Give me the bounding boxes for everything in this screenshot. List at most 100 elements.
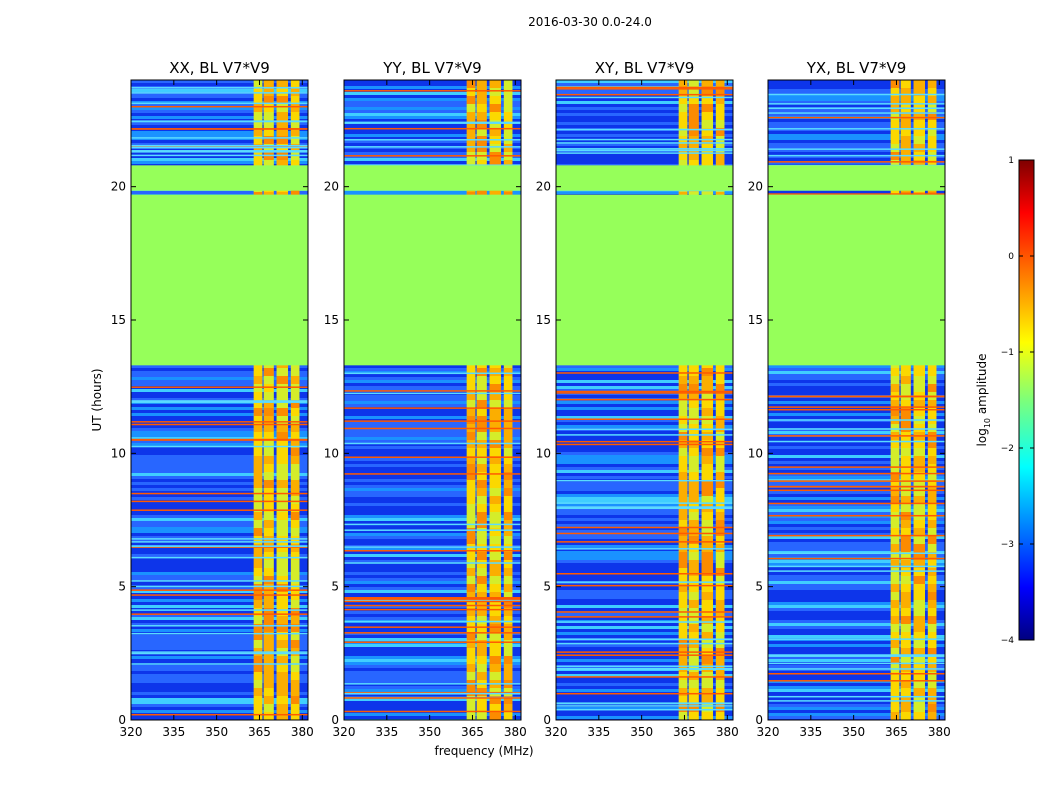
noise-row — [344, 527, 521, 530]
signal-cell — [927, 488, 937, 496]
noise-row — [768, 416, 945, 419]
noise-row — [556, 464, 733, 467]
signal-cell — [253, 576, 263, 584]
signal-cell — [678, 120, 688, 128]
signal-cell — [290, 96, 300, 104]
signal-cell — [503, 664, 513, 672]
signal-cell — [276, 544, 289, 552]
noise-row — [556, 629, 733, 632]
signal-cell — [715, 688, 725, 696]
rfi-line — [556, 705, 733, 707]
noise-row — [344, 158, 521, 161]
signal-cell — [715, 400, 725, 408]
noise-row — [131, 449, 308, 452]
noise-row — [344, 668, 521, 671]
signal-cell — [913, 496, 926, 504]
noise-row — [768, 389, 945, 392]
noise-row — [768, 461, 945, 464]
rfi-line — [344, 407, 521, 409]
noise-row — [131, 671, 308, 674]
signal-cell — [253, 560, 263, 568]
signal-cell — [263, 696, 274, 704]
noise-row — [344, 83, 521, 86]
signal-cell — [290, 512, 300, 520]
rfi-line — [768, 472, 945, 475]
noise-row — [344, 593, 521, 596]
noise-row — [344, 119, 521, 122]
signal-cell — [688, 480, 699, 488]
signal-cell — [276, 568, 289, 576]
noise-row — [768, 623, 945, 626]
signal-cell — [476, 536, 487, 544]
signal-cell — [276, 560, 289, 568]
signal-cell — [688, 520, 699, 528]
noise-row — [556, 380, 733, 383]
signal-cell — [900, 120, 911, 128]
signal-cell — [890, 456, 900, 464]
rfi-line — [131, 541, 308, 543]
noise-row — [556, 551, 733, 554]
signal-cell — [678, 464, 688, 472]
noise-row — [344, 131, 521, 134]
noise-row — [344, 491, 521, 494]
noise-row — [344, 401, 521, 404]
signal-cell — [701, 112, 714, 120]
signal-cell — [913, 696, 926, 704]
signal-cell — [688, 696, 699, 704]
signal-cell — [263, 504, 274, 512]
signal-cell — [276, 384, 289, 392]
noise-row — [556, 527, 733, 530]
signal-cell — [900, 464, 911, 472]
noise-row — [131, 95, 308, 98]
signal-cell — [913, 568, 926, 576]
signal-cell — [276, 112, 289, 120]
rfi-line — [768, 680, 945, 682]
signal-cell — [900, 616, 911, 624]
noise-row — [344, 587, 521, 590]
noise-row — [344, 578, 521, 581]
noise-row — [344, 113, 521, 116]
signal-cell — [890, 368, 900, 376]
y-tick-label: 15 — [536, 313, 551, 327]
signal-cell — [678, 672, 688, 680]
signal-cell — [900, 448, 911, 456]
signal-cell — [715, 536, 725, 544]
signal-cell — [890, 120, 900, 128]
signal-cell — [263, 576, 274, 584]
x-tick-label: 335 — [799, 725, 822, 739]
signal-cell — [276, 416, 289, 424]
noise-row — [556, 401, 733, 404]
noise-row — [344, 713, 521, 716]
signal-cell — [263, 112, 274, 120]
rfi-line — [131, 154, 308, 157]
signal-cell — [503, 600, 513, 608]
signal-cell — [913, 616, 926, 624]
panel-title: XX, BL V7*V9 — [169, 59, 270, 77]
signal-cell — [701, 712, 714, 720]
signal-cell — [678, 104, 688, 112]
noise-row — [344, 686, 521, 689]
signal-cell — [890, 424, 900, 432]
signal-cell — [701, 472, 714, 480]
signal-cell — [466, 144, 476, 152]
noise-row — [131, 497, 308, 500]
rfi-line — [131, 145, 308, 148]
rfi-line — [768, 154, 945, 157]
rfi-line — [768, 700, 945, 702]
signal-cell — [466, 472, 476, 480]
signal-cell — [476, 576, 487, 584]
signal-cell — [276, 80, 289, 88]
rfi-line — [131, 500, 308, 503]
signal-cell — [890, 96, 900, 104]
noise-row — [344, 86, 521, 89]
signal-cell — [489, 104, 502, 112]
noise-row — [768, 599, 945, 602]
signal-cell — [476, 96, 487, 104]
signal-cell — [701, 376, 714, 384]
signal-cell — [678, 680, 688, 688]
signal-cell — [688, 512, 699, 520]
noise-row — [556, 515, 733, 518]
signal-cell — [466, 576, 476, 584]
y-tick-label: 0 — [118, 713, 126, 727]
noise-row — [131, 413, 308, 416]
